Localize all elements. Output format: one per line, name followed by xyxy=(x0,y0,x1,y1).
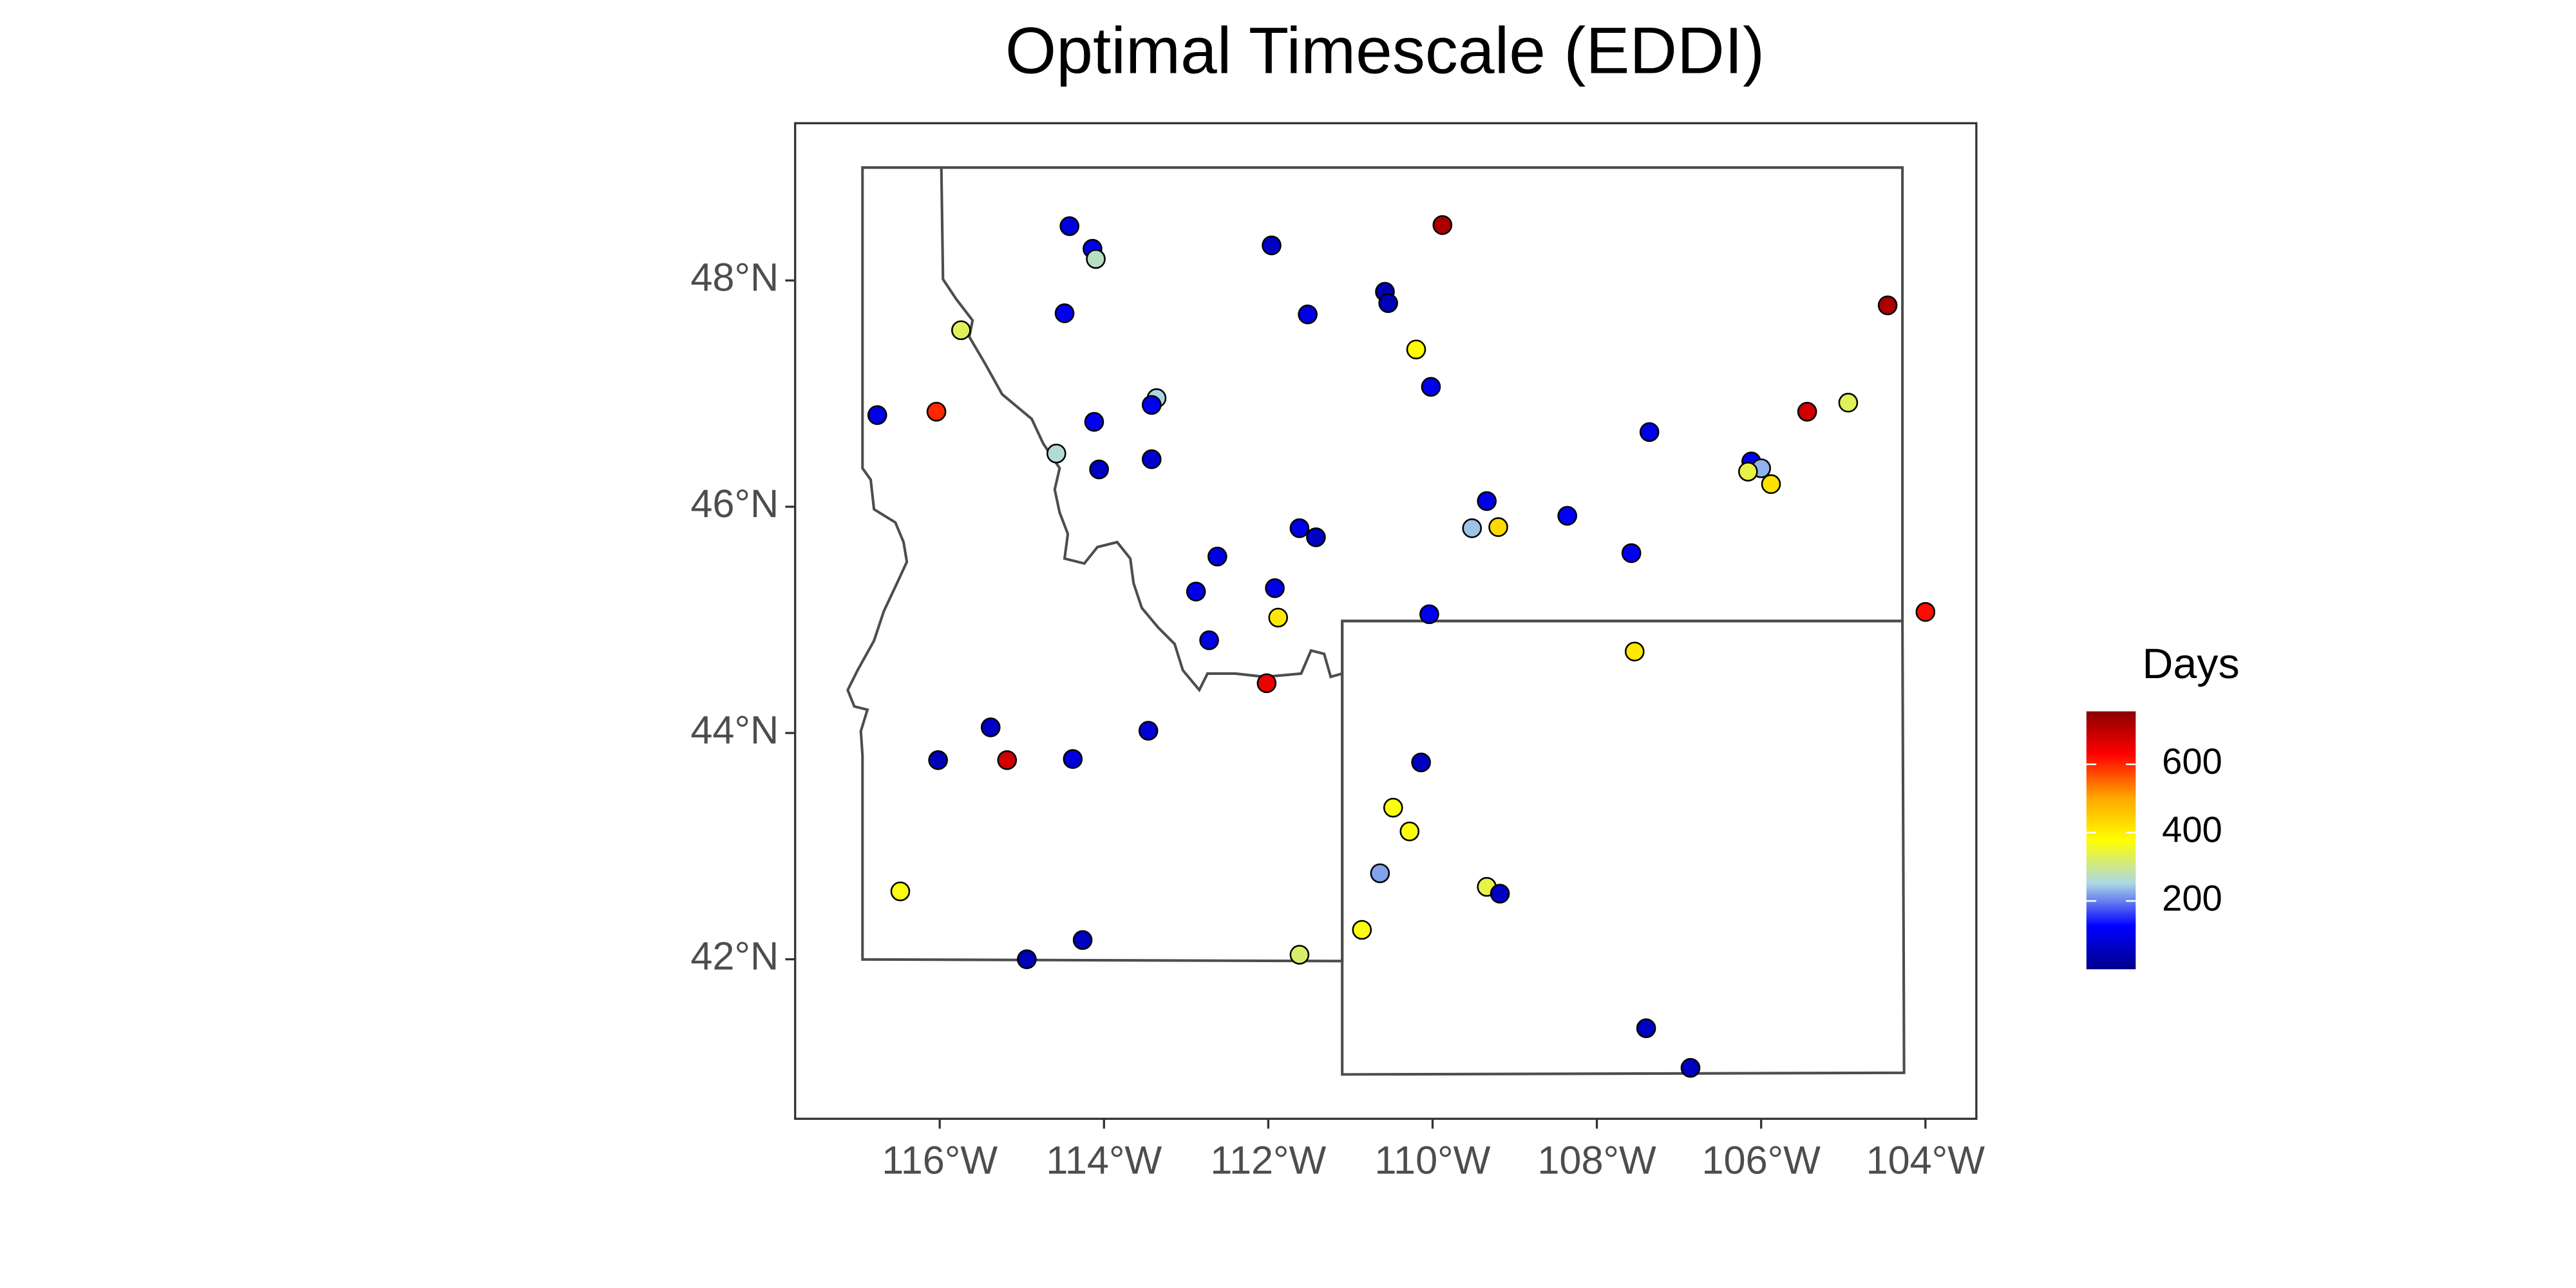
station-point xyxy=(980,717,1001,737)
station-point xyxy=(1877,295,1898,316)
station-point xyxy=(1383,797,1403,818)
idaho-outline xyxy=(846,166,1344,963)
station-point xyxy=(1063,749,1083,769)
station-point xyxy=(1406,339,1426,359)
station-point xyxy=(951,320,971,341)
station-point xyxy=(1421,377,1441,397)
y-tick-label: 48°N xyxy=(690,256,779,299)
state-boundaries xyxy=(846,166,1906,1076)
station-point xyxy=(1089,459,1109,480)
station-point xyxy=(1298,304,1318,325)
x-tick-label: 104°W xyxy=(1866,1138,1985,1182)
station-point xyxy=(1411,752,1431,773)
station-point xyxy=(1141,449,1162,469)
station-point xyxy=(1636,1018,1656,1039)
station-point xyxy=(1289,518,1310,538)
colorbar-tick-label: 600 xyxy=(2162,741,2222,782)
y-tick-label: 42°N xyxy=(690,934,779,978)
x-tick-label: 114°W xyxy=(1046,1138,1162,1182)
station-point xyxy=(1046,443,1066,464)
colorbar-tick-label: 400 xyxy=(2162,810,2222,850)
station-point xyxy=(1289,945,1310,965)
station-point xyxy=(1378,293,1398,313)
x-tick-label: 106°W xyxy=(1701,1138,1821,1182)
station-point xyxy=(928,750,948,770)
station-point xyxy=(1419,604,1439,625)
station-point xyxy=(1017,949,1037,969)
station-point xyxy=(1262,235,1282,256)
station-point xyxy=(1265,578,1285,598)
station-point xyxy=(1072,930,1093,950)
station-point xyxy=(1138,721,1159,741)
station-point xyxy=(1054,303,1075,323)
station-point xyxy=(1370,863,1390,884)
station-point xyxy=(1086,249,1106,269)
station-point xyxy=(1639,422,1660,442)
station-point xyxy=(1797,401,1817,422)
station-point xyxy=(1557,506,1577,526)
x-tick-label: 108°W xyxy=(1537,1138,1656,1182)
station-point xyxy=(997,750,1018,770)
station-point xyxy=(1738,462,1758,482)
y-tick-label: 46°N xyxy=(690,482,779,526)
colorbar-tick-label: 200 xyxy=(2162,878,2222,918)
station-point xyxy=(1624,641,1645,662)
station-point xyxy=(1352,920,1372,940)
station-point xyxy=(1208,546,1227,567)
y-tick-label: 44°N xyxy=(690,708,779,752)
panel-border xyxy=(794,122,1978,1120)
station-point xyxy=(1399,821,1420,842)
x-tick-label: 116°W xyxy=(882,1138,998,1182)
station-point xyxy=(1680,1057,1701,1078)
x-tick-label: 110°W xyxy=(1375,1138,1491,1182)
wyoming-outline xyxy=(1341,620,1906,1076)
station-point xyxy=(1256,673,1277,694)
station-point xyxy=(1488,517,1508,537)
station-point xyxy=(890,881,911,902)
station-point xyxy=(1432,215,1453,235)
colorbar-title: Days xyxy=(2143,640,2240,688)
station-point xyxy=(1915,601,1936,622)
station-point xyxy=(1059,216,1080,236)
colorbar xyxy=(2086,711,2136,970)
station-point xyxy=(1186,582,1206,601)
station-point xyxy=(867,405,887,425)
station-point xyxy=(1477,491,1497,511)
station-point xyxy=(1084,412,1104,432)
x-tick-label: 112°W xyxy=(1210,1138,1326,1182)
station-point xyxy=(1306,527,1326,547)
station-point xyxy=(1141,395,1162,415)
station-point xyxy=(1462,518,1482,538)
station-point xyxy=(1838,392,1859,413)
station-point xyxy=(1490,884,1510,904)
chart-title: Optimal Timescale (EDDI) xyxy=(1005,14,1765,88)
station-point xyxy=(1199,630,1219,650)
station-point xyxy=(1621,543,1642,564)
station-point xyxy=(1268,607,1288,628)
station-point xyxy=(1761,474,1781,495)
station-point xyxy=(926,401,947,422)
